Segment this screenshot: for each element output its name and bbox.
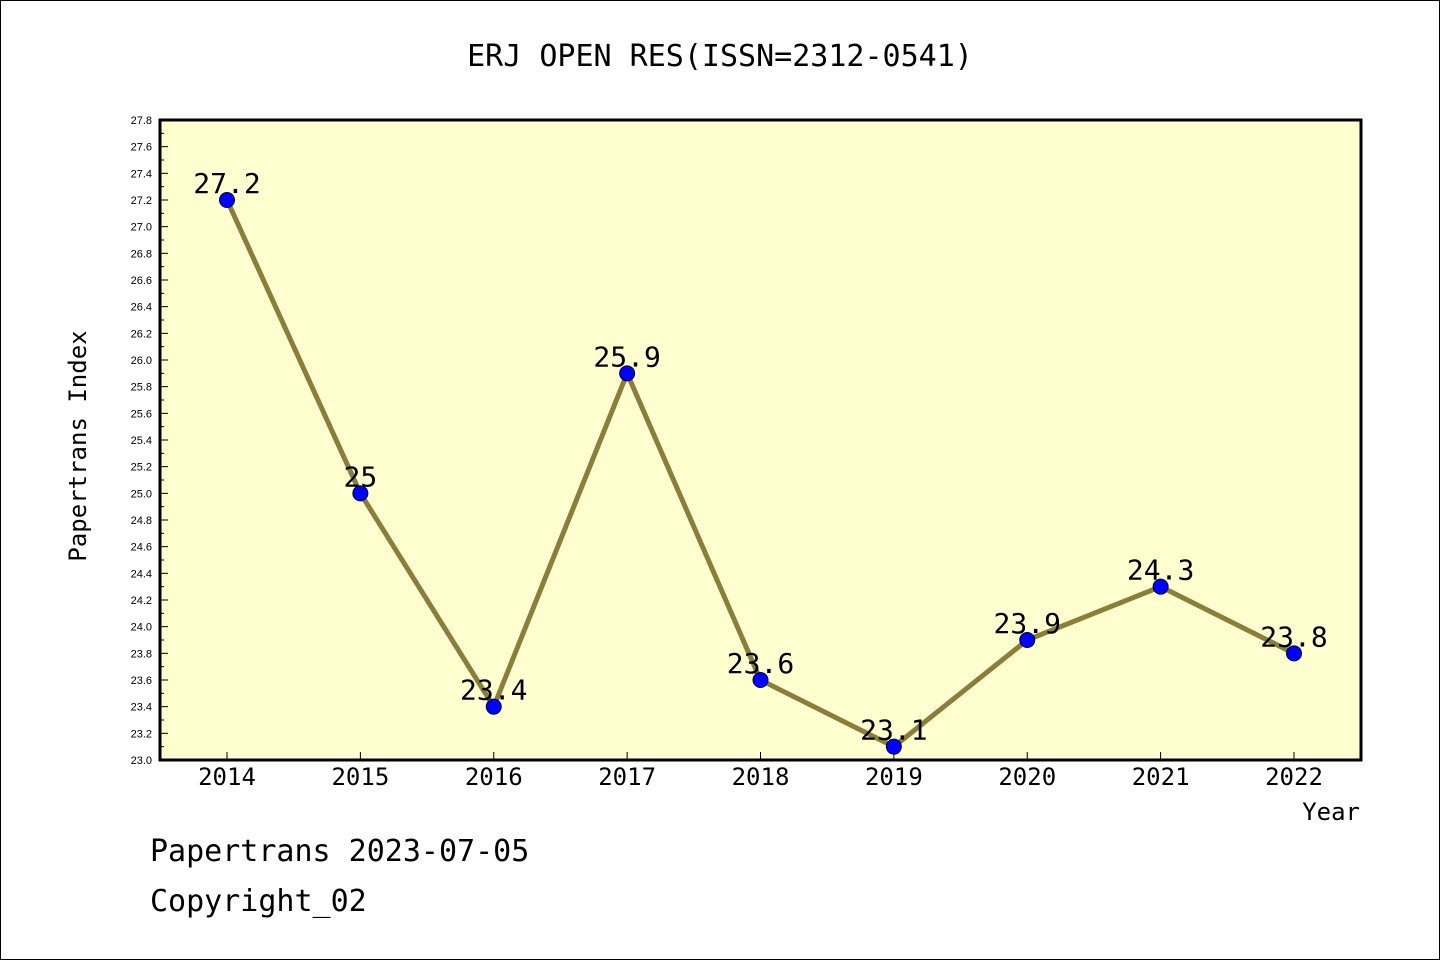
y-tick-label: 24.6: [131, 542, 152, 554]
x-tick-label: 2014: [198, 763, 256, 791]
y-tick-label: 25.8: [131, 382, 152, 394]
y-tick-label: 26.4: [131, 302, 152, 314]
chart-title: ERJ OPEN RES(ISSN=2312-0541): [467, 39, 973, 74]
plot-area: [158, 118, 1363, 762]
data-label: 23.6: [727, 647, 794, 680]
y-tick-label: 23.2: [131, 728, 152, 740]
y-tick-label: 25.2: [131, 462, 152, 474]
data-label: 23.8: [1260, 620, 1327, 653]
data-point: [485, 698, 502, 715]
x-axis-label: Year: [1302, 798, 1360, 826]
data-label: 23.4: [460, 674, 527, 707]
y-tick-label: 23.4: [131, 702, 152, 714]
data-point: [885, 738, 902, 755]
x-tick-label: 2018: [732, 763, 790, 791]
x-tick-label: 2019: [865, 763, 923, 791]
data-point: [219, 192, 235, 208]
y-tick-label: 23.6: [131, 675, 152, 687]
data-point: [1286, 645, 1302, 662]
y-tick-label: 25.0: [131, 488, 152, 500]
data-point: [1152, 578, 1169, 595]
y-tick-label: 26.6: [131, 275, 152, 287]
data-label: 23.9: [994, 607, 1061, 640]
x-tick-label: 2015: [331, 763, 389, 791]
data-labels: 27.2 25 23.4 25.9 23.6 23.1 23.9 24.3 23.8: [193, 167, 1327, 747]
footer-copyright: Copyright_02: [150, 884, 367, 919]
x-tick-label: 2016: [465, 763, 523, 791]
y-tick-label: 24.2: [131, 595, 152, 607]
data-point: [619, 365, 636, 382]
y-tick-label: 27.2: [131, 195, 152, 207]
x-tick-label: 2021: [1132, 763, 1190, 791]
y-tick-label: 25.6: [131, 408, 152, 420]
y-tick-label: 23.0: [131, 755, 152, 767]
data-label: 25.9: [593, 340, 660, 373]
y-tick-label: 26.0: [131, 355, 152, 367]
series-papertrans-index: [219, 192, 1302, 755]
y-tick-label: 24.0: [131, 622, 152, 634]
x-tick-label: 2017: [598, 763, 656, 791]
y-tick-label: 27.8: [131, 115, 152, 127]
x-tick-label: 2020: [998, 763, 1056, 791]
y-tick-label: 24.8: [131, 515, 152, 527]
data-label: 24.3: [1127, 554, 1194, 587]
y-tick-label: 27.6: [131, 142, 152, 154]
y-tick-label: 23.8: [131, 648, 152, 660]
y-axis-label: Papertrans Index: [64, 330, 92, 561]
y-tick-label: 27.4: [131, 168, 152, 180]
data-label: 23.1: [860, 714, 927, 747]
y-tick-label: 25.4: [131, 435, 152, 447]
footer-date: Papertrans 2023-07-05: [150, 834, 530, 869]
data-point: [1019, 632, 1036, 648]
data-label: 25: [344, 460, 378, 493]
y-tick-label: 27.0: [131, 222, 152, 234]
y-tick-label: 26.2: [131, 328, 152, 340]
x-tick-label: 2022: [1265, 763, 1323, 791]
data-point: [752, 672, 769, 688]
y-axis: 23.0 23.2 23.4 23.6 23.8 24.0 24.2 24.4 24.6 24.8…: [131, 115, 168, 767]
data-label: 27.2: [193, 167, 260, 200]
y-tick-label: 26.8: [131, 248, 152, 260]
y-tick-label: 24.4: [131, 568, 152, 580]
data-point: [352, 485, 369, 502]
x-axis: 2014 2015 2016 2017 2018 2019 2020 2021 2022: [198, 752, 1323, 791]
